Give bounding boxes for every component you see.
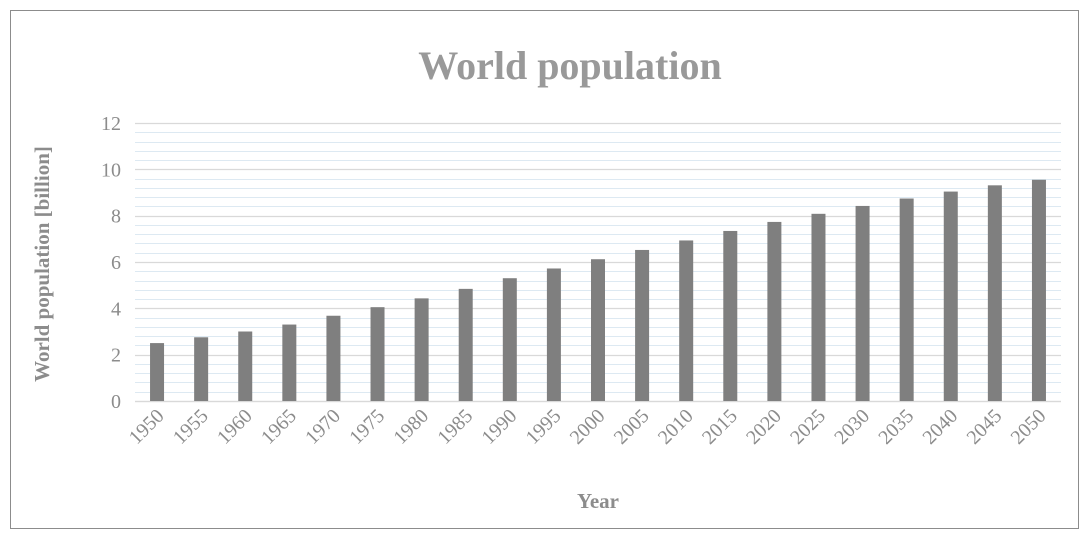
x-tick-label: 1995 [522, 405, 566, 449]
x-tick-label: 2010 [654, 405, 698, 449]
bar-2050 [1031, 179, 1046, 401]
bar-1980 [414, 298, 429, 401]
x-tick-label: 1985 [433, 405, 477, 449]
bar-2010 [679, 240, 694, 401]
y-axis: 0 2 4 6 8 10 12 [101, 113, 121, 413]
bar-2020 [767, 221, 782, 401]
x-tick-label: 2020 [742, 405, 786, 449]
x-tick-label: 2045 [963, 405, 1007, 449]
x-axis-title: Year [577, 489, 619, 513]
y-tick-label: 0 [111, 391, 121, 413]
bar-2035 [899, 198, 914, 401]
bar-1990 [502, 278, 517, 401]
bar-2005 [635, 249, 650, 401]
y-tick-label: 2 [111, 345, 121, 367]
bar-2030 [855, 205, 870, 401]
y-tick-label: 8 [111, 206, 121, 228]
x-tick-label: 2035 [874, 405, 918, 449]
y-axis-title: World population [billion] [30, 146, 54, 382]
chart-title: World population [418, 43, 721, 88]
bar-2040 [943, 191, 958, 401]
y-tick-label: 12 [101, 113, 121, 135]
bar-1975 [370, 307, 385, 401]
x-tick-label: 2015 [698, 405, 742, 449]
bar-1985 [458, 288, 473, 401]
x-tick-label: 1990 [478, 405, 522, 449]
x-tick-label: 2005 [610, 405, 654, 449]
x-axis: 1950 1955 1960 1965 1970 1975 1980 1985 1990 1995… [125, 405, 1051, 449]
x-tick-label: 2040 [918, 405, 962, 449]
x-tick-label: 2030 [830, 405, 874, 449]
bars-layer [150, 179, 1046, 401]
x-tick-label: 2050 [1007, 405, 1051, 449]
y-tick-label: 10 [101, 159, 121, 181]
x-tick-label: 1960 [213, 405, 257, 449]
x-tick-label: 1955 [169, 405, 213, 449]
x-tick-label: 1950 [125, 405, 169, 449]
bar-1950 [150, 343, 165, 401]
bar-1965 [282, 324, 297, 401]
bar-1960 [238, 331, 253, 401]
bar-2015 [723, 230, 738, 401]
bar-2000 [591, 259, 605, 401]
y-tick-label: 6 [111, 252, 121, 274]
bar-1970 [326, 315, 341, 401]
bar-1955 [194, 337, 209, 401]
bar-1995 [546, 268, 561, 401]
x-tick-label: 1980 [389, 405, 433, 449]
x-tick-label: 1965 [257, 405, 301, 449]
chart-frame: World population 0 2 4 6 8 10 12 1950 1955 1960 1… [10, 10, 1079, 529]
x-tick-label: 2025 [786, 405, 830, 449]
x-tick-label: 1970 [301, 405, 345, 449]
bar-2045 [987, 185, 1002, 401]
bar-2025 [811, 213, 826, 401]
x-tick-label: 2000 [566, 405, 610, 449]
y-tick-label: 4 [111, 298, 121, 320]
x-tick-label: 1975 [345, 405, 389, 449]
